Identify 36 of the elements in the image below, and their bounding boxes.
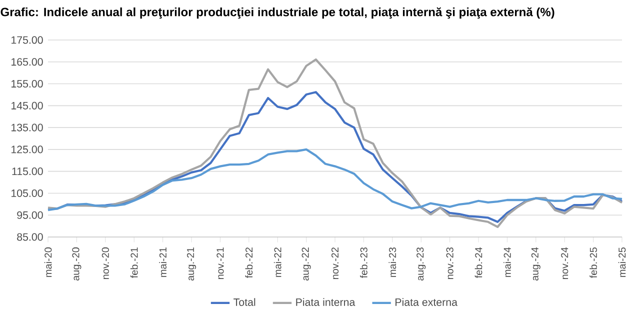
- y-tick-label: 145.00: [11, 102, 43, 110]
- x-tick-label: nov.-20: [102, 247, 109, 279]
- y-tick-label: 175.00: [11, 36, 43, 44]
- x-tick-label: nov.-21: [216, 248, 224, 279]
- y-tick-label: 165.00: [11, 58, 43, 66]
- x-tick-label: aug.-20: [72, 247, 82, 281]
- y-tick-label: 155.00: [11, 80, 43, 88]
- y-tick-label: 95.00: [17, 211, 43, 219]
- x-tick-label: mai-21: [159, 248, 166, 277]
- x-tick-label: mai-23: [388, 247, 396, 277]
- legend-label: Total: [234, 298, 256, 306]
- x-tick-label: aug.-21: [186, 248, 196, 281]
- x-tick-label: feb.-24: [474, 247, 482, 278]
- y-tick-label: 85.00: [17, 233, 43, 241]
- x-tick-label: mai-25: [618, 247, 626, 277]
- x-tick-label: aug.-24: [531, 247, 540, 281]
- x-tick-label: feb.-21: [130, 248, 138, 278]
- y-tick-label: 135.00: [11, 124, 43, 132]
- y-tick-label: 125.00: [11, 146, 43, 154]
- y-tick-label: 115.00: [12, 168, 43, 176]
- legend-label: Piata interna: [296, 298, 356, 306]
- y-tick-label: 105.00: [11, 189, 43, 197]
- chart-title: Grafic: Indicele anual al preţurilor producţiei industriale pe total, piaţa internă şi piaţa externă (%): [0, 7, 554, 19]
- x-tick-label: mai-24: [504, 247, 511, 277]
- x-tick-label: mai-20: [44, 247, 52, 277]
- x-tick-label: aug.-22: [302, 248, 311, 281]
- x-tick-label: feb.-25: [590, 247, 597, 278]
- x-tick-label: nov.-24: [561, 247, 568, 279]
- x-tick-label: mai-22: [274, 248, 282, 277]
- x-tick-label: aug.-23: [416, 247, 426, 281]
- line-series: [46, 91, 624, 223]
- legend-label: Piata externa: [396, 298, 458, 306]
- x-tick-label: nov.-22: [331, 248, 339, 279]
- x-tick-label: feb.-23: [360, 247, 368, 278]
- x-tick-label: nov.-23: [446, 247, 454, 279]
- x-tick-label: feb.-22: [245, 248, 253, 278]
